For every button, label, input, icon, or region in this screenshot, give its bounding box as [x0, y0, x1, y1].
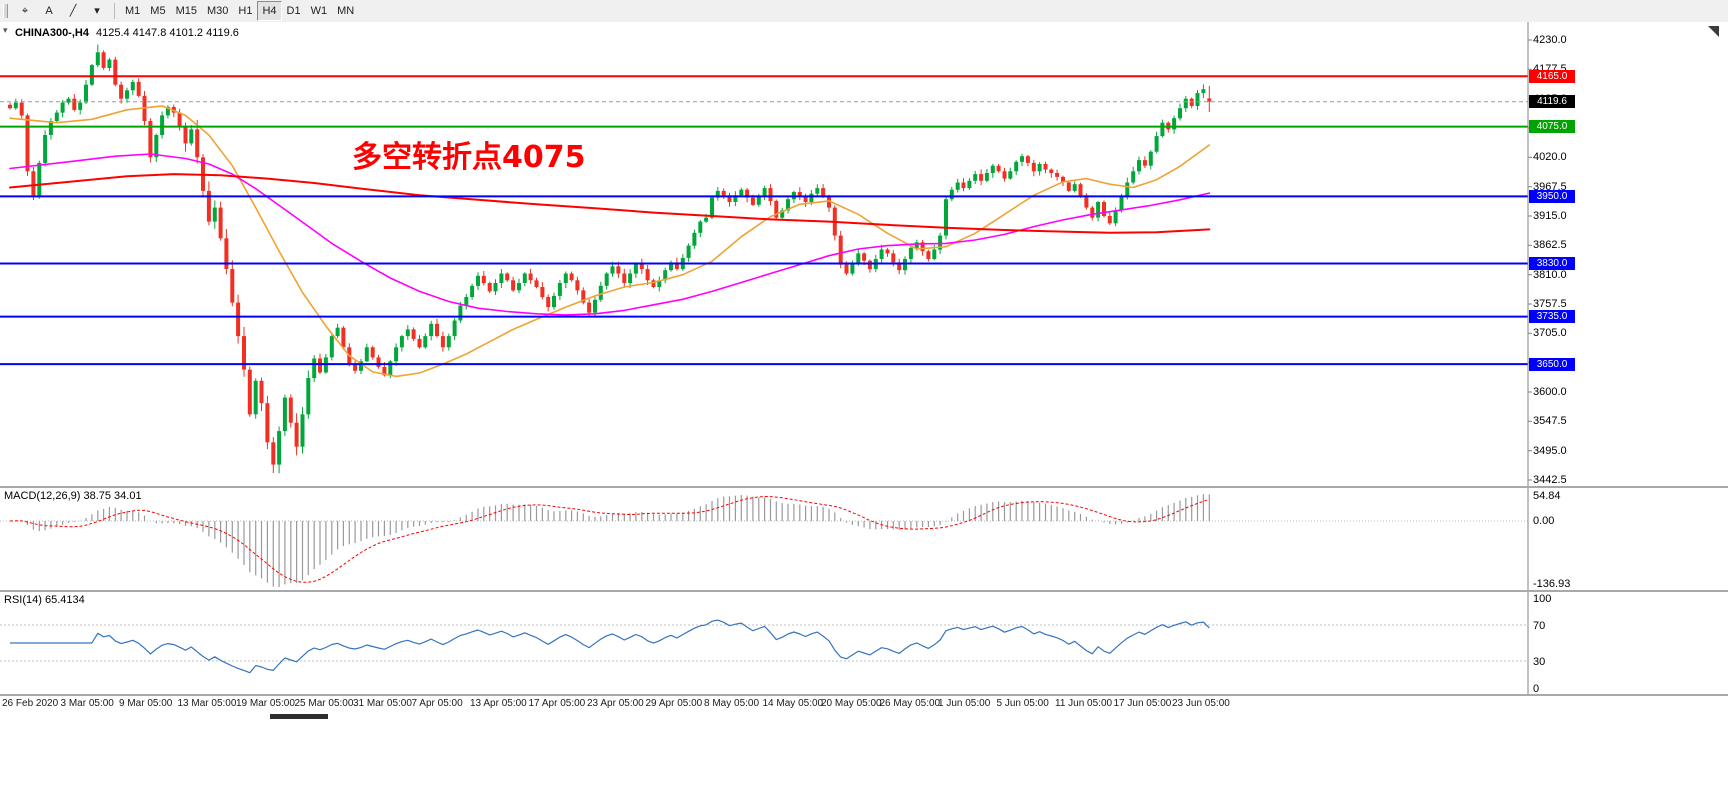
level-price-badge: 3950.0 [1529, 189, 1575, 203]
macd-axis-label: 0.00 [1533, 515, 1555, 527]
toolbar-grip[interactable] [3, 4, 8, 18]
macd-axis-label: -136.93 [1533, 578, 1571, 590]
rsi-plot[interactable] [0, 592, 1728, 694]
text-label-tool[interactable]: A [45, 5, 53, 17]
price-axis-label: 3705.0 [1533, 327, 1567, 340]
time-axis-label: 13 Mar 05:00 [177, 698, 237, 709]
crosshair-tool[interactable]: ⌖ [21, 5, 29, 17]
time-axis-label: 25 Mar 05:00 [294, 698, 354, 709]
rsi-axis-label: 100 [1533, 593, 1552, 605]
candlestick-chart[interactable] [0, 22, 1728, 486]
time-axis-label: 9 Mar 05:00 [119, 698, 173, 709]
price-axis-label: 3862.5 [1533, 239, 1567, 252]
timeframe-m15[interactable]: M15 [175, 5, 197, 17]
current-price-badge: 4119.6 [1529, 95, 1575, 109]
chart-annotation-text[interactable]: 多空转折点4075 [352, 140, 586, 175]
rsi-axis-label: 0 [1533, 683, 1540, 695]
timeframe-d1[interactable]: D1 [286, 5, 301, 17]
price-axis-label: 3547.5 [1533, 415, 1567, 428]
rsi-label: RSI(14) 65.4134 [4, 594, 85, 606]
price-axis-label: 3967.5 [1533, 180, 1567, 193]
time-axis-label: 26 Feb 2020 [2, 698, 59, 709]
horizontal-scrollbar[interactable] [0, 712, 1728, 721]
time-axis-label: 19 Mar 05:00 [236, 698, 295, 709]
timeframe-m1[interactable]: M1 [125, 5, 141, 17]
level-price-badge: 4075.0 [1529, 120, 1575, 134]
time-axis-label: 17 Apr 05:00 [528, 698, 586, 709]
toolbar-timeframes: M1 M5 M15 M30 H1 H4 D1 W1 MN [120, 1, 359, 21]
time-axis-label: 23 Jun 05:00 [1172, 698, 1230, 709]
time-axis-label: 26 May 05:00 [879, 698, 941, 709]
price-axis-label: 3442.5 [1533, 474, 1567, 486]
symbol-timeframe-label: CHINA300-,H4 [15, 27, 89, 39]
level-price-badge: 3735.0 [1529, 310, 1575, 324]
timeframe-mn[interactable]: MN [337, 5, 355, 17]
scroll-end-marker-icon[interactable] [1708, 26, 1719, 37]
ohlc-values: 4125.4 4147.8 4101.2 4119.6 [95, 27, 239, 39]
price-axis-label: 3810.0 [1533, 268, 1567, 281]
time-axis-label: 1 Jun 05:00 [938, 698, 991, 709]
toolbar-separator [114, 3, 115, 19]
rsi-axis-label: 70 [1533, 620, 1546, 632]
scrollbar-thumb[interactable] [270, 714, 328, 719]
price-chart-pane: ▾ CHINA300-,H4 4125.4 4147.8 4101.2 4119.… [0, 22, 1728, 488]
time-axis-label: 13 Apr 05:00 [470, 698, 527, 709]
time-axis-label: 14 May 05:00 [762, 698, 824, 709]
timeframe-w1[interactable]: W1 [310, 5, 328, 17]
tools-dropdown[interactable]: ▾ [94, 5, 100, 17]
time-axis-label: 7 Apr 05:00 [411, 698, 463, 709]
time-axis-label: 5 Jun 05:00 [996, 698, 1049, 709]
rsi-axis-label: 30 [1533, 656, 1546, 668]
price-axis-label: 3495.0 [1533, 444, 1567, 457]
macd-pane: MACD(12,26,9) 38.75 34.01 54.84 0.00 -136.… [0, 488, 1728, 592]
level-price-badge: 4165.0 [1529, 69, 1575, 83]
price-axis-label: 4230.0 [1533, 34, 1567, 46]
toolbar: ⌖ A ╱ ▾ M1 M5 M15 M30 H1 H4 D1 W1 MN [0, 0, 1728, 23]
one-click-trading-toggle[interactable]: ▾ [3, 25, 8, 35]
time-axis-label: 3 Mar 05:00 [60, 698, 114, 709]
time-axis-label: 31 Mar 05:00 [353, 698, 412, 709]
level-price-badge: 3830.0 [1529, 256, 1575, 270]
price-axis-label: 3757.5 [1533, 298, 1567, 310]
rsi-pane: RSI(14) 65.4134 100 70 30 0 [0, 592, 1728, 696]
time-axis-label: 11 Jun 05:00 [1055, 698, 1113, 709]
chart-title: CHINA300-,H4 4125.4 4147.8 4101.2 4119.6 [15, 27, 239, 39]
toolbar-tools: ⌖ A ╱ ▾ [13, 1, 109, 21]
time-axis-label: 23 Apr 05:00 [587, 698, 644, 709]
timeframe-h1[interactable]: H1 [238, 5, 253, 17]
time-axis[interactable]: 26 Feb 2020 3 Mar 05:00 9 Mar 05:00 13 Mar … [0, 696, 1728, 712]
trendline-tool[interactable]: ╱ [69, 5, 77, 17]
timeframe-h4[interactable]: H4 [257, 1, 282, 21]
time-axis-label: 29 Apr 05:00 [645, 698, 703, 709]
price-axis-label: 3600.0 [1533, 386, 1567, 398]
time-axis-label: 17 Jun 05:00 [1113, 698, 1172, 709]
macd-plot[interactable] [0, 488, 1728, 590]
price-axis-label: 4020.0 [1533, 151, 1567, 164]
macd-axis-label: 54.84 [1533, 490, 1561, 502]
time-axis-label: 20 May 05:00 [821, 698, 882, 709]
level-price-badge: 3650.0 [1529, 357, 1575, 371]
time-axis-label: 8 May 05:00 [704, 698, 760, 709]
timeframe-m30[interactable]: M30 [206, 5, 229, 17]
price-axis-label: 3915.0 [1533, 210, 1567, 222]
macd-label: MACD(12,26,9) 38.75 34.01 [4, 490, 142, 502]
timeframe-m5[interactable]: M5 [150, 5, 166, 17]
